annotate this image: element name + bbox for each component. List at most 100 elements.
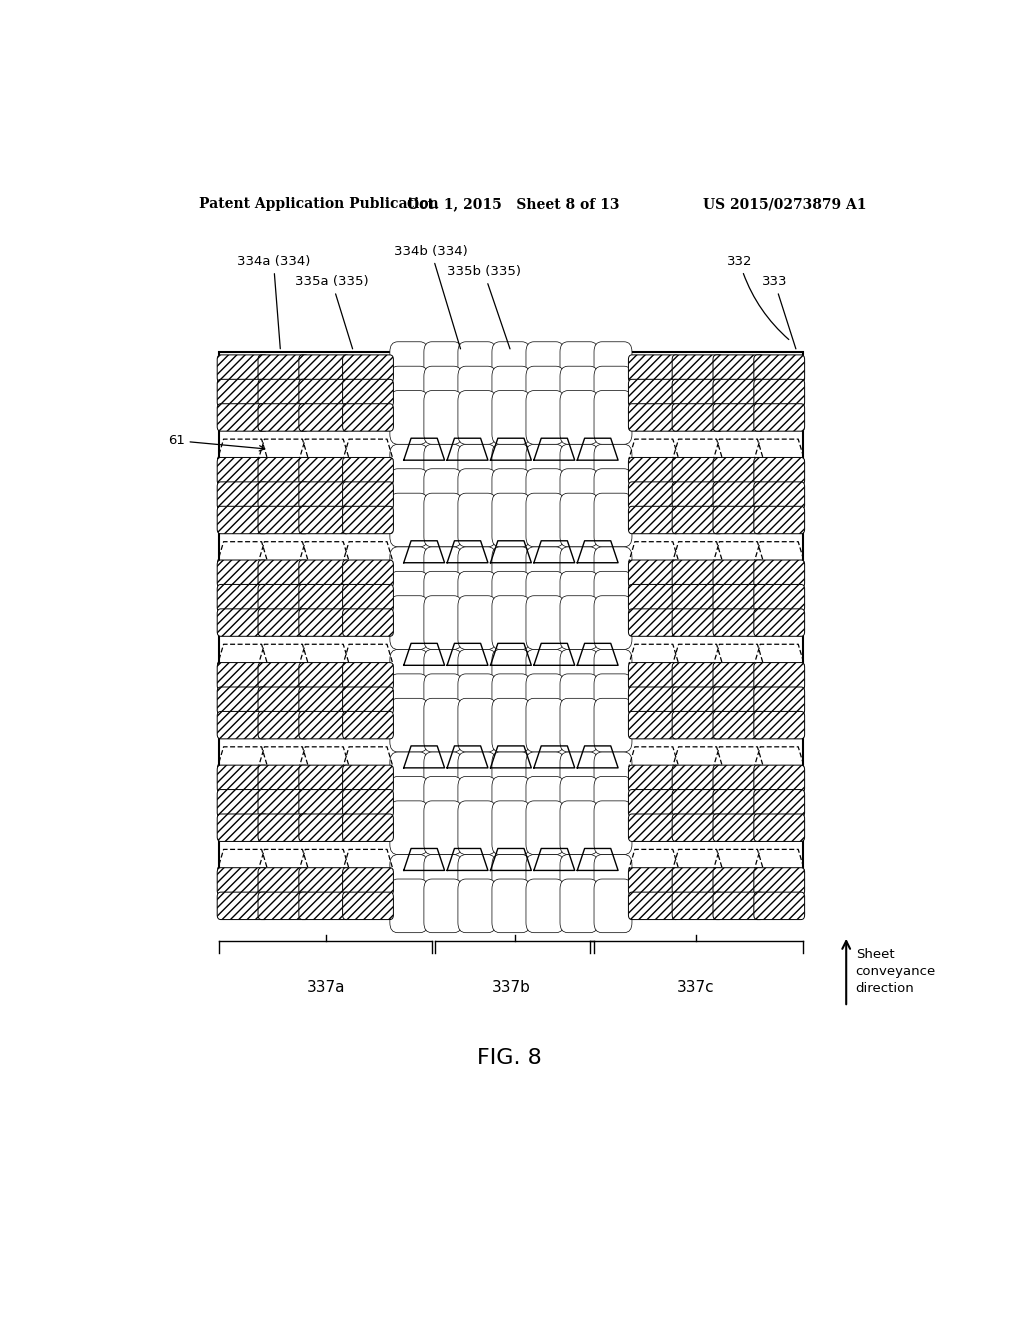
FancyBboxPatch shape xyxy=(672,663,723,690)
Text: 332: 332 xyxy=(727,255,788,339)
FancyBboxPatch shape xyxy=(424,752,462,805)
FancyBboxPatch shape xyxy=(343,458,393,484)
FancyBboxPatch shape xyxy=(526,391,564,445)
FancyBboxPatch shape xyxy=(713,560,764,587)
FancyBboxPatch shape xyxy=(390,572,428,624)
FancyBboxPatch shape xyxy=(672,507,723,533)
FancyBboxPatch shape xyxy=(458,879,496,933)
FancyBboxPatch shape xyxy=(217,560,268,587)
FancyBboxPatch shape xyxy=(424,801,462,854)
FancyBboxPatch shape xyxy=(458,342,496,396)
FancyBboxPatch shape xyxy=(713,458,764,484)
FancyBboxPatch shape xyxy=(390,546,428,601)
Text: 334b (334): 334b (334) xyxy=(394,246,468,348)
FancyBboxPatch shape xyxy=(754,814,805,841)
FancyBboxPatch shape xyxy=(713,482,764,510)
FancyBboxPatch shape xyxy=(458,752,496,805)
FancyBboxPatch shape xyxy=(754,379,805,407)
FancyBboxPatch shape xyxy=(458,366,496,420)
FancyBboxPatch shape xyxy=(492,391,529,445)
FancyBboxPatch shape xyxy=(390,649,428,704)
FancyBboxPatch shape xyxy=(217,482,268,510)
FancyBboxPatch shape xyxy=(299,766,349,792)
FancyBboxPatch shape xyxy=(299,789,349,817)
FancyBboxPatch shape xyxy=(594,469,632,523)
FancyBboxPatch shape xyxy=(754,686,805,714)
FancyBboxPatch shape xyxy=(594,595,632,649)
FancyBboxPatch shape xyxy=(629,892,679,920)
FancyBboxPatch shape xyxy=(299,686,349,714)
FancyBboxPatch shape xyxy=(217,379,268,407)
FancyBboxPatch shape xyxy=(594,342,632,396)
Text: FIG. 8: FIG. 8 xyxy=(476,1048,542,1068)
FancyBboxPatch shape xyxy=(629,814,679,841)
FancyBboxPatch shape xyxy=(526,879,564,933)
FancyBboxPatch shape xyxy=(492,445,529,498)
FancyBboxPatch shape xyxy=(672,766,723,792)
FancyBboxPatch shape xyxy=(754,766,805,792)
FancyBboxPatch shape xyxy=(754,789,805,817)
FancyBboxPatch shape xyxy=(629,663,679,690)
FancyBboxPatch shape xyxy=(424,879,462,933)
FancyBboxPatch shape xyxy=(343,404,393,432)
FancyBboxPatch shape xyxy=(672,789,723,817)
FancyBboxPatch shape xyxy=(713,404,764,432)
FancyBboxPatch shape xyxy=(424,595,462,649)
FancyBboxPatch shape xyxy=(560,776,598,830)
FancyBboxPatch shape xyxy=(299,663,349,690)
FancyBboxPatch shape xyxy=(299,482,349,510)
Text: US 2015/0273879 A1: US 2015/0273879 A1 xyxy=(702,197,866,211)
FancyBboxPatch shape xyxy=(594,546,632,601)
FancyBboxPatch shape xyxy=(672,355,723,383)
FancyBboxPatch shape xyxy=(492,801,529,854)
Text: 337a: 337a xyxy=(306,979,345,995)
FancyBboxPatch shape xyxy=(217,766,268,792)
FancyBboxPatch shape xyxy=(258,867,309,895)
FancyBboxPatch shape xyxy=(594,445,632,498)
FancyBboxPatch shape xyxy=(526,469,564,523)
FancyBboxPatch shape xyxy=(713,507,764,533)
FancyBboxPatch shape xyxy=(629,585,679,612)
FancyBboxPatch shape xyxy=(594,649,632,704)
FancyBboxPatch shape xyxy=(390,752,428,805)
FancyBboxPatch shape xyxy=(594,752,632,805)
FancyBboxPatch shape xyxy=(390,366,428,420)
FancyBboxPatch shape xyxy=(258,585,309,612)
FancyBboxPatch shape xyxy=(629,867,679,895)
FancyBboxPatch shape xyxy=(458,494,496,546)
FancyBboxPatch shape xyxy=(526,546,564,601)
FancyBboxPatch shape xyxy=(754,355,805,383)
FancyBboxPatch shape xyxy=(560,854,598,908)
FancyBboxPatch shape xyxy=(458,801,496,854)
FancyBboxPatch shape xyxy=(560,698,598,752)
FancyBboxPatch shape xyxy=(343,686,393,714)
FancyBboxPatch shape xyxy=(560,649,598,704)
FancyBboxPatch shape xyxy=(492,572,529,624)
FancyBboxPatch shape xyxy=(424,366,462,420)
FancyBboxPatch shape xyxy=(560,469,598,523)
FancyBboxPatch shape xyxy=(424,469,462,523)
FancyBboxPatch shape xyxy=(390,469,428,523)
Text: 337c: 337c xyxy=(677,979,715,995)
FancyBboxPatch shape xyxy=(458,572,496,624)
FancyBboxPatch shape xyxy=(390,595,428,649)
FancyBboxPatch shape xyxy=(390,391,428,445)
FancyBboxPatch shape xyxy=(713,663,764,690)
FancyBboxPatch shape xyxy=(713,711,764,739)
FancyBboxPatch shape xyxy=(258,609,309,636)
FancyBboxPatch shape xyxy=(526,752,564,805)
FancyBboxPatch shape xyxy=(258,560,309,587)
FancyBboxPatch shape xyxy=(299,404,349,432)
FancyBboxPatch shape xyxy=(217,585,268,612)
FancyBboxPatch shape xyxy=(594,391,632,445)
FancyBboxPatch shape xyxy=(299,867,349,895)
FancyBboxPatch shape xyxy=(560,572,598,624)
FancyBboxPatch shape xyxy=(594,879,632,933)
FancyBboxPatch shape xyxy=(629,766,679,792)
FancyBboxPatch shape xyxy=(299,814,349,841)
FancyBboxPatch shape xyxy=(390,854,428,908)
FancyBboxPatch shape xyxy=(217,867,268,895)
FancyBboxPatch shape xyxy=(424,391,462,445)
FancyBboxPatch shape xyxy=(424,698,462,752)
FancyBboxPatch shape xyxy=(343,379,393,407)
